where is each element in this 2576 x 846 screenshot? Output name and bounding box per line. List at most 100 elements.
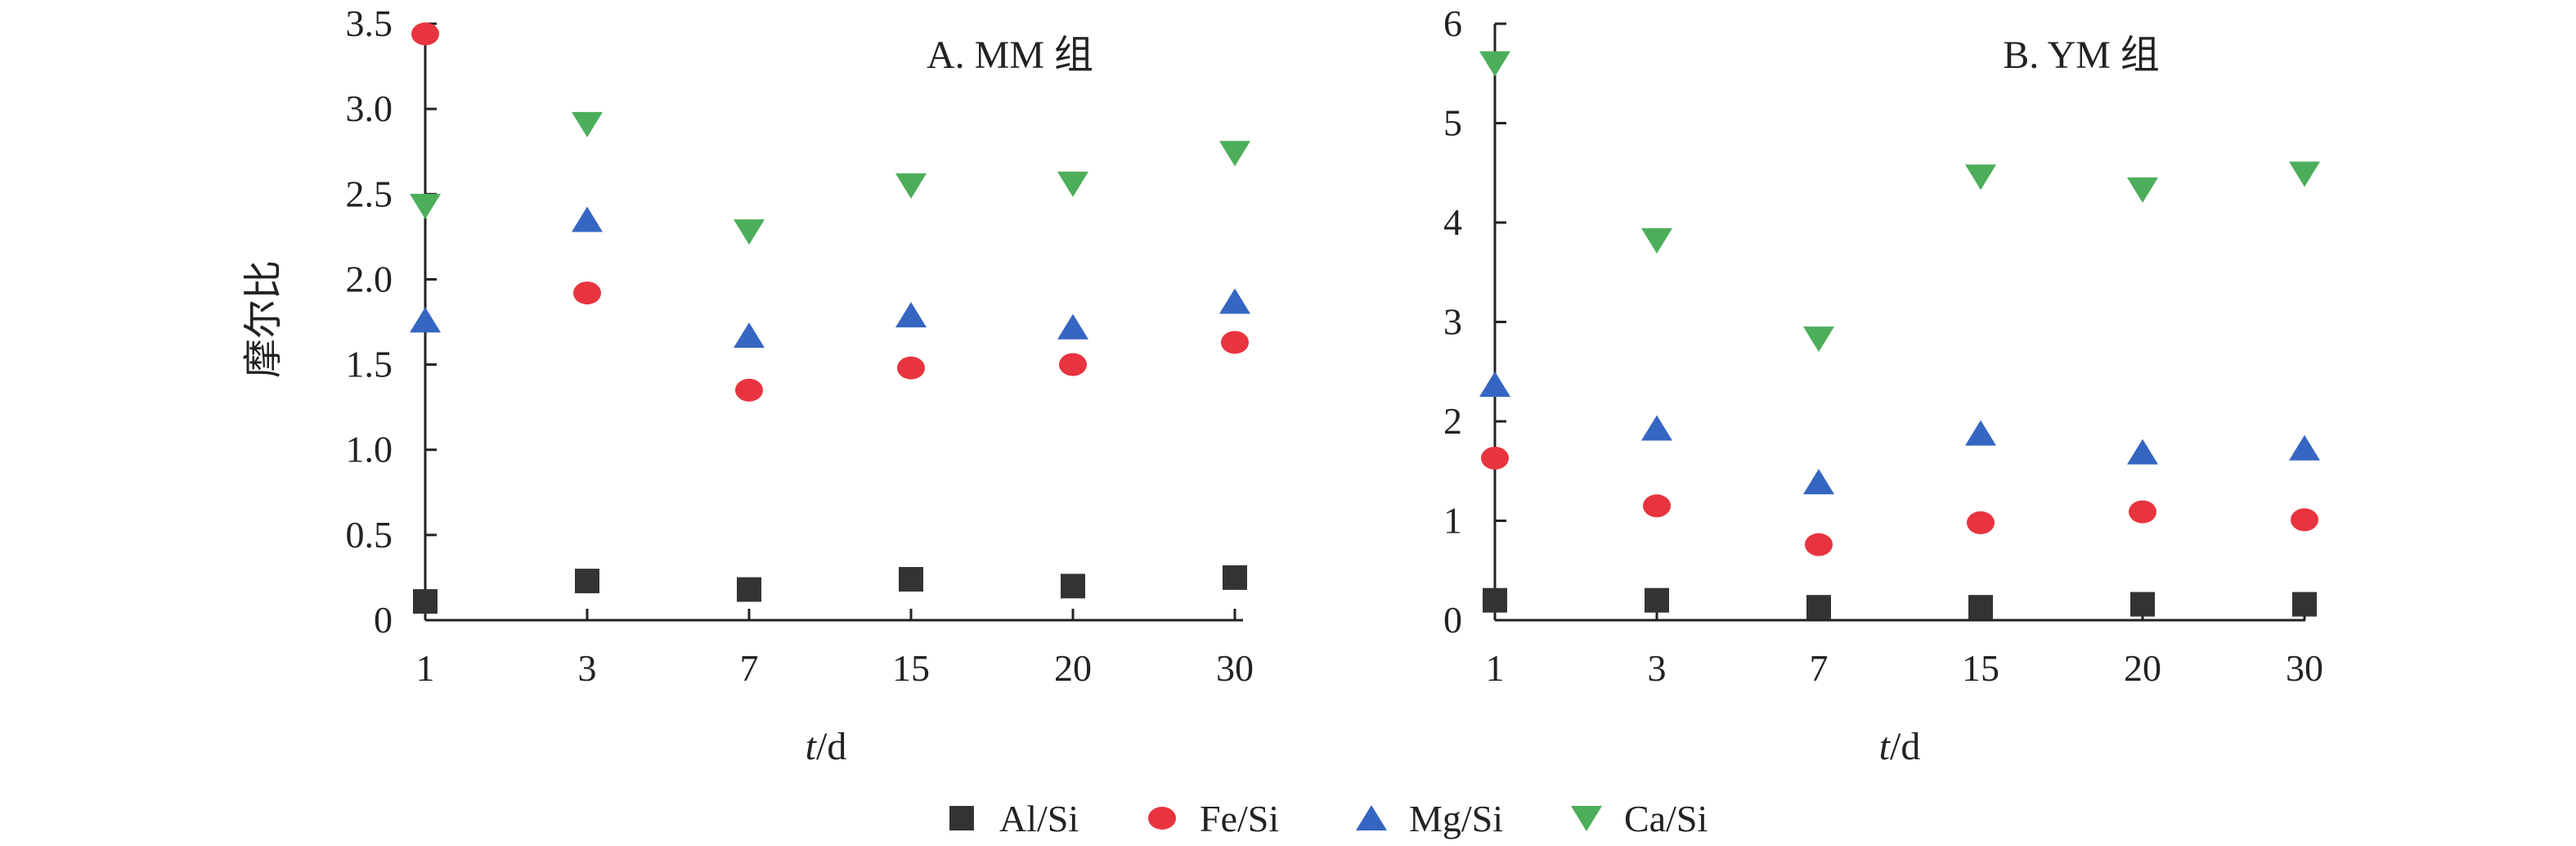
point-fe-si: [897, 356, 925, 380]
y-tick-label: 0: [1443, 599, 1462, 641]
point-ca-si: [1057, 171, 1088, 197]
point-mg-si: [1965, 420, 1996, 446]
y-tick-label: 1: [1443, 500, 1462, 542]
x-tick-label: 7: [1810, 647, 1829, 689]
y-tick-label: 0.5: [346, 514, 393, 556]
legend-label: Fe/Si: [1200, 798, 1279, 839]
series-mg-si: [410, 206, 1250, 349]
point-fe-si: [1805, 533, 1833, 556]
y-tick-label: 5: [1443, 102, 1462, 144]
point-fe-si: [1059, 353, 1087, 376]
x-tick-label: 3: [578, 647, 597, 689]
y-tick-label: 1.0: [346, 429, 393, 470]
y-tick-label: 2.5: [346, 173, 393, 214]
point-fe-si: [1221, 331, 1249, 354]
x-tick-label: 20: [1054, 647, 1092, 689]
legend-item-ca-si: Ca/Si: [1571, 798, 1708, 839]
point-fe-si: [1481, 446, 1509, 470]
legend-item-mg-si: Mg/Si: [1356, 798, 1503, 839]
legend-item-fe-si: Fe/Si: [1148, 798, 1279, 839]
point-al-si: [2130, 592, 2155, 617]
y-tick-label: 3.5: [346, 2, 393, 44]
point-al-si: [2292, 592, 2317, 617]
series-ca-si: [1479, 51, 2320, 353]
x-tick-label: 3: [1648, 647, 1667, 689]
x-tick-label: 7: [740, 647, 759, 689]
point-fe-si: [1643, 494, 1671, 518]
x-tick-label: 20: [2124, 647, 2161, 689]
point-fe-si: [2129, 500, 2156, 524]
point-al-si: [1483, 587, 1507, 613]
legend-label: Mg/Si: [1409, 798, 1503, 839]
point-fe-si: [1967, 511, 1995, 534]
point-mg-si: [1057, 313, 1088, 340]
point-mg-si: [2127, 439, 2158, 465]
point-ca-si: [1965, 164, 1996, 191]
legend-label: Ca/Si: [1624, 798, 1708, 839]
y-axis-title: 摩尔比: [242, 260, 285, 378]
point-ca-si: [895, 173, 927, 199]
y-tick-label: 4: [1443, 201, 1462, 243]
point-al-si: [1806, 595, 1831, 620]
point-mg-si: [572, 206, 603, 232]
x-axis-title: t/d: [806, 725, 847, 768]
point-mg-si: [410, 307, 441, 333]
legend: Al/Si Fe/Si Mg/Si Ca/Si: [949, 798, 1708, 839]
legend-marker-ca-si: [1571, 806, 1602, 831]
x-tick-label: 30: [2286, 647, 2323, 689]
x-tick-label: 15: [1962, 647, 1999, 689]
point-ca-si: [1641, 227, 1672, 254]
legend-marker-al-si: [949, 806, 974, 830]
y-tick-label: 0: [374, 599, 393, 641]
series-ca-si: [410, 111, 1250, 245]
point-al-si: [1968, 595, 1993, 620]
point-fe-si: [2291, 508, 2318, 532]
x-axis-title: t/d: [1879, 725, 1921, 768]
point-ca-si: [1219, 141, 1250, 167]
y-tick-label: 6: [1443, 2, 1462, 44]
y-tick-label: 1.5: [346, 344, 393, 385]
point-mg-si: [1219, 288, 1250, 314]
series-fe-si: [1481, 446, 2318, 556]
point-al-si: [1645, 587, 1669, 613]
point-al-si: [899, 567, 923, 592]
point-mg-si: [1479, 371, 1510, 398]
point-ca-si: [734, 219, 765, 245]
x-axis-title-unit: /d: [1890, 725, 1920, 768]
legend-marker-fe-si: [1148, 807, 1176, 830]
point-mg-si: [734, 322, 765, 349]
x-axis-title-variable: t: [806, 725, 818, 768]
x-axis-title-variable: t: [1879, 725, 1892, 768]
point-al-si: [575, 569, 599, 594]
point-ca-si: [2289, 161, 2320, 187]
x-tick-label: 1: [1486, 647, 1505, 689]
panel-a: 0 0.5 1.0 1.5 2.0 2.5 3.0 3.5 1 3 7 15 20 30 A. MM 组摩尔…: [242, 2, 1254, 768]
series-fe-si: [411, 22, 1249, 402]
series-al-si: [413, 565, 1247, 614]
point-al-si: [737, 577, 761, 602]
legend-marker-mg-si: [1356, 805, 1387, 830]
point-ca-si: [1479, 51, 1510, 77]
x-axis-title-unit: /d: [816, 725, 846, 768]
point-ca-si: [410, 193, 441, 219]
y-tick-label: 2: [1443, 400, 1462, 442]
point-al-si: [1061, 574, 1085, 599]
panel-title: A. MM 组: [927, 34, 1093, 77]
point-mg-si: [895, 302, 927, 328]
point-ca-si: [2127, 177, 2158, 203]
series-al-si: [1483, 587, 2317, 620]
x-tick-label: 15: [892, 647, 930, 689]
x-tick-label: 30: [1216, 647, 1254, 689]
point-al-si: [1223, 565, 1247, 590]
y-tick-label: 3.0: [346, 88, 393, 129]
y-tick-label: 2.0: [346, 258, 393, 299]
point-al-si: [413, 589, 438, 614]
point-mg-si: [1641, 415, 1672, 441]
series-mg-si: [1479, 371, 2320, 495]
legend-label: Al/Si: [999, 798, 1079, 839]
point-ca-si: [1803, 326, 1834, 353]
point-fe-si: [411, 22, 439, 46]
point-fe-si: [735, 378, 763, 402]
